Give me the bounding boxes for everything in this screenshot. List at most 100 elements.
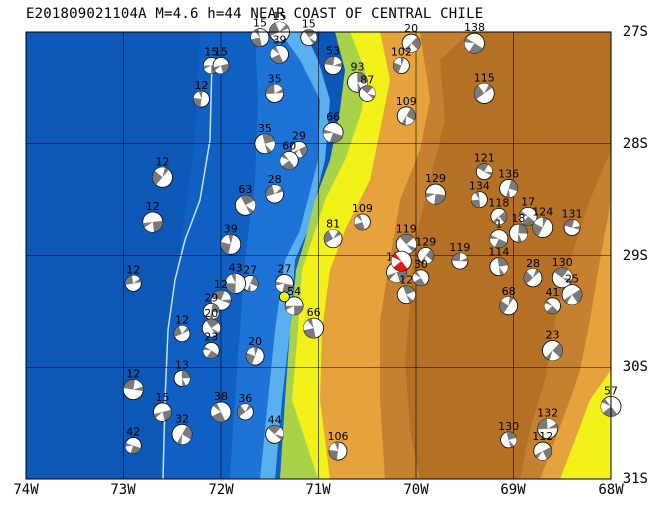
focal-mechanism bbox=[202, 342, 220, 359]
event-depth-label: 121 bbox=[474, 152, 495, 165]
event-depth-label: 119 bbox=[449, 241, 470, 254]
map-frame bbox=[25, 31, 612, 480]
event-depth-label: 63 bbox=[238, 183, 252, 196]
focal-mechanism bbox=[171, 423, 193, 445]
focal-mechanism bbox=[220, 233, 242, 255]
event-depth-label: 17 bbox=[521, 195, 535, 208]
event-depth-label: 129 bbox=[425, 172, 446, 185]
event-depth-label: 39 bbox=[224, 222, 238, 235]
map-title: E201809021104A M=4.6 h=44 NEAR COAST OF … bbox=[26, 6, 484, 22]
focal-mechanism bbox=[537, 418, 559, 440]
event-depth-label: 27 bbox=[277, 262, 291, 275]
event-depth-label: 15 bbox=[214, 46, 228, 59]
event-depth-label: 35 bbox=[268, 72, 282, 85]
focal-mechanism bbox=[265, 184, 285, 204]
lat-label-27s: 27S bbox=[622, 24, 648, 40]
event-depth-label: 13 bbox=[175, 358, 189, 371]
lat-label-30s: 30S bbox=[622, 359, 648, 375]
target-event-mechanism bbox=[390, 250, 412, 272]
event-depth-label: 129 bbox=[415, 236, 436, 249]
event-depth-label: 138 bbox=[464, 21, 485, 34]
event-depth-label: 136 bbox=[498, 167, 519, 180]
event-depth-label: 20 bbox=[248, 335, 262, 348]
focal-mechanism bbox=[173, 370, 191, 387]
event-depth-label: 44 bbox=[268, 413, 282, 426]
focal-mechanism bbox=[241, 275, 259, 292]
focal-mechanism bbox=[508, 223, 528, 243]
event-depth-label: 42 bbox=[126, 425, 140, 438]
focal-mechanism bbox=[518, 206, 538, 226]
event-depth-label: 20 bbox=[404, 22, 418, 35]
focal-mechanism bbox=[234, 194, 256, 216]
event-depth-label: 114 bbox=[488, 246, 509, 259]
focal-mechanism bbox=[475, 163, 493, 181]
lon-label-71w: 71W bbox=[305, 482, 331, 498]
focal-mechanism bbox=[245, 346, 265, 366]
event-depth-label: 39 bbox=[273, 33, 287, 46]
focal-mechanism bbox=[561, 284, 583, 306]
event-depth-label: 68 bbox=[502, 285, 516, 298]
event-depth-label: 1 bbox=[495, 218, 502, 231]
event-depth-label: 23 bbox=[546, 328, 560, 341]
event-depth-label: 131 bbox=[562, 208, 583, 221]
event-depth-label: 102 bbox=[391, 46, 412, 59]
focal-mechanism bbox=[551, 267, 573, 289]
focal-mechanism bbox=[250, 28, 270, 47]
lon-label-74w: 74W bbox=[13, 482, 39, 498]
focal-mechanism bbox=[212, 57, 230, 74]
event-depth-label: 15 bbox=[273, 10, 287, 23]
event-depth-label: 32 bbox=[175, 412, 189, 425]
focal-mechanism bbox=[270, 44, 289, 64]
event-depth-label: 87 bbox=[360, 73, 374, 86]
focal-mechanism bbox=[358, 85, 376, 102]
event-depth-label: 115 bbox=[474, 71, 495, 84]
event-depth-label: 106 bbox=[328, 430, 349, 443]
event-depth-label: 36 bbox=[238, 392, 252, 405]
lat-label-31s: 31S bbox=[622, 471, 648, 487]
event-depth-label: 134 bbox=[469, 180, 490, 193]
event-depth-label: 29 bbox=[292, 129, 306, 142]
focal-mechanism bbox=[542, 340, 563, 361]
focal-mechanism bbox=[395, 233, 417, 255]
focal-mechanism bbox=[489, 229, 509, 249]
event-depth-label: 41 bbox=[546, 286, 560, 299]
focal-mechanism bbox=[265, 84, 285, 103]
event-depth-label: 12 bbox=[126, 263, 140, 276]
event-depth-label: 18 bbox=[511, 212, 525, 225]
focal-mechanism bbox=[173, 325, 191, 343]
focal-mechanism bbox=[122, 379, 144, 401]
focal-mechanism bbox=[201, 318, 221, 338]
event-depth-label: 15 bbox=[204, 46, 218, 59]
event-depth-label: 20 bbox=[204, 307, 218, 320]
event-depth-label: 53 bbox=[326, 45, 340, 58]
focal-mechanism bbox=[225, 273, 247, 294]
event-depth-label: 35 bbox=[258, 122, 272, 135]
event-depth-label: 30 bbox=[414, 258, 428, 271]
focal-mechanism bbox=[236, 403, 254, 421]
focal-mechanism bbox=[210, 401, 232, 423]
focal-mechanism bbox=[425, 183, 446, 205]
focal-mechanism bbox=[500, 431, 518, 449]
focal-mechanism bbox=[396, 106, 416, 126]
event-depth-label: 12 bbox=[175, 314, 189, 327]
lon-label-73w: 73W bbox=[110, 482, 136, 498]
focal-mechanism bbox=[533, 441, 553, 461]
event-depth-label: 130 bbox=[498, 420, 519, 433]
event-depth-label: 12 bbox=[399, 274, 413, 287]
focal-mechanism bbox=[490, 207, 508, 225]
event-depth-label: 66 bbox=[307, 306, 321, 319]
event-depth-label: 12 bbox=[156, 155, 170, 168]
focal-mechanism bbox=[499, 296, 519, 316]
event-depth-label: 28 bbox=[268, 173, 282, 186]
focal-mechanism bbox=[124, 437, 142, 454]
lat-label-28s: 28S bbox=[622, 136, 648, 152]
event-depth-label: 124 bbox=[532, 206, 553, 219]
focal-mechanism bbox=[412, 269, 430, 287]
event-depth-label: 119 bbox=[396, 222, 417, 235]
focal-mechanism bbox=[544, 297, 561, 315]
focal-mechanism bbox=[279, 151, 299, 170]
focal-mechanism bbox=[254, 133, 276, 155]
focal-mechanism bbox=[401, 33, 421, 53]
